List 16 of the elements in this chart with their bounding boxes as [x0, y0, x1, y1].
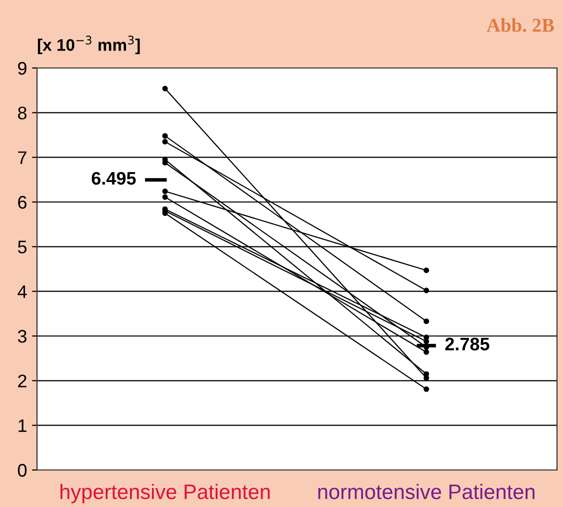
y-tick-label: 5 — [18, 240, 27, 254]
y-tick-label: 0 — [18, 464, 27, 477]
y-tick-label: 4 — [18, 285, 27, 298]
y-tick-label: 2 — [18, 374, 26, 388]
ref-line-label: 2.785 — [445, 338, 490, 350]
ref-line-label: 6.495 — [92, 172, 136, 185]
chart-title: Abb. 2B — [486, 18, 554, 32]
x-tick-label: hypertensive Patienten — [60, 484, 270, 504]
y-tick-label: 7 — [18, 151, 26, 164]
y-tick-label: 1 — [18, 419, 26, 432]
y-tick-label: 9 — [18, 62, 26, 75]
y-axis-title: [x 10$^{−3}$ mm$^{3}$] — [38, 36, 140, 54]
y-tick-label: 8 — [18, 106, 26, 120]
x-tick-label: normotensive Patienten — [318, 484, 534, 500]
y-tick-label: 3 — [18, 330, 26, 343]
y-tick-label: 6 — [18, 196, 26, 209]
